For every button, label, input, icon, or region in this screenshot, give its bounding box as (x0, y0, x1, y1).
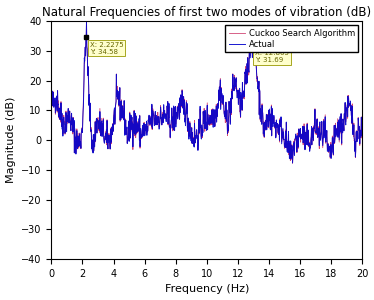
Actual (175, 105, 180, 109)
Cuckoo Search Algorithm (175, 104, 180, 108)
Actual (298, 134, 302, 137)
Cuckoo Search Algorithm (290, 162, 295, 165)
Actual (290, 161, 295, 165)
Actual (263, 128, 267, 131)
Cuckoo Search Algorithm (84, 19, 89, 23)
Actual (49, 95, 53, 98)
Actual (292, 154, 297, 157)
Actual (360, 126, 365, 130)
Cuckoo Search Algorithm (49, 94, 53, 98)
Cuckoo Search Algorithm (292, 152, 297, 156)
Cuckoo Search Algorithm (186, 122, 191, 126)
Title: Natural Frequencies of first two modes of vibration (dB): Natural Frequencies of first two modes o… (42, 6, 371, 19)
Y-axis label: Magnitude (dB): Magnitude (dB) (6, 97, 16, 183)
Actual (186, 121, 191, 124)
Line: Cuckoo Search Algorithm: Cuckoo Search Algorithm (51, 21, 362, 164)
Cuckoo Search Algorithm (360, 126, 365, 130)
Actual (84, 20, 89, 24)
Cuckoo Search Algorithm (263, 128, 267, 132)
Text: X: 12.865
Y: 31.69: X: 12.865 Y: 31.69 (255, 50, 289, 63)
Actual (81, 110, 85, 113)
Legend: Cuckoo Search Algorithm, Actual: Cuckoo Search Algorithm, Actual (225, 25, 358, 52)
Cuckoo Search Algorithm (298, 132, 302, 136)
Line: Actual: Actual (51, 22, 362, 163)
Text: X: 2.2275
Y: 34.58: X: 2.2275 Y: 34.58 (90, 42, 123, 55)
X-axis label: Frequency (Hz): Frequency (Hz) (165, 284, 249, 294)
Cuckoo Search Algorithm (81, 109, 85, 112)
